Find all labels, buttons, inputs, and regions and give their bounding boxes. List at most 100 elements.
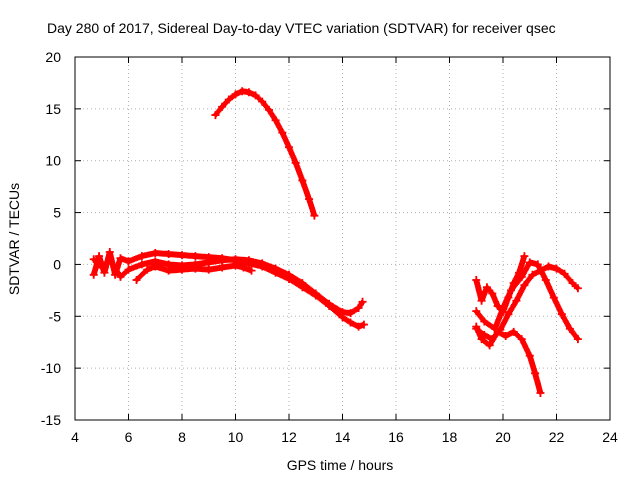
data-point <box>305 195 314 204</box>
data-markers <box>89 87 582 398</box>
data-point <box>310 211 319 220</box>
data-point <box>151 249 160 258</box>
data-point <box>116 254 125 263</box>
data-point <box>533 260 542 269</box>
data-point <box>285 143 293 152</box>
y-tick-label: 10 <box>45 153 61 169</box>
axis-ticks <box>74 56 611 421</box>
data-point <box>472 275 481 284</box>
data-point <box>244 256 253 265</box>
data-point <box>358 297 367 306</box>
series-arc-d <box>132 261 256 284</box>
data-point <box>271 116 280 125</box>
data-point <box>573 284 582 293</box>
data-point <box>517 335 526 344</box>
data-point <box>536 389 545 398</box>
x-tick-label: 10 <box>228 429 244 445</box>
data-point <box>191 252 200 261</box>
x-tick-label: 22 <box>549 429 565 445</box>
data-point <box>218 263 227 272</box>
data-point <box>507 286 516 295</box>
series-arc-a <box>211 87 319 220</box>
data-point <box>258 259 267 268</box>
y-tick-label: 0 <box>53 256 61 272</box>
data-point <box>359 320 368 329</box>
data-point <box>354 303 363 312</box>
data-point <box>477 296 486 305</box>
data-point <box>338 308 347 317</box>
data-point <box>239 263 248 272</box>
data-point <box>285 270 293 279</box>
data-point <box>493 301 502 310</box>
data-point <box>204 265 213 274</box>
x-tick-labels: 4 6 8 10 12 14 16 18 20 22 24 <box>71 429 618 445</box>
x-tick-label: 4 <box>71 429 79 445</box>
chart-title: Day 280 of 2017, Sidereal Day-to-day VTE… <box>47 20 556 36</box>
data-point <box>97 263 106 272</box>
data-point <box>573 335 582 344</box>
data-point <box>499 303 507 312</box>
data-point <box>124 265 133 274</box>
grid <box>75 57 610 420</box>
data-point <box>224 95 233 104</box>
data-point <box>525 351 534 360</box>
x-tick-label: 12 <box>281 429 297 445</box>
y-axis-title: SDTVAR / TECUs <box>6 183 22 295</box>
series-arc-h <box>472 258 582 344</box>
data-point <box>264 105 273 114</box>
data-point <box>151 262 160 271</box>
data-point <box>291 158 300 167</box>
y-tick-label: 5 <box>53 205 61 221</box>
data-point <box>164 250 173 259</box>
data-point <box>137 260 146 269</box>
series-arc-c <box>89 255 367 318</box>
data-point <box>568 279 577 288</box>
data-point <box>116 272 125 281</box>
data-point <box>238 87 247 96</box>
x-tick-label: 8 <box>178 429 186 445</box>
data-point <box>517 272 526 281</box>
data-point <box>244 88 253 97</box>
data-point <box>100 268 109 277</box>
data-point <box>143 265 152 274</box>
data-point <box>278 128 287 137</box>
data-point <box>531 369 540 378</box>
data-point <box>480 317 489 326</box>
data-point <box>477 335 486 344</box>
data-point <box>95 252 104 261</box>
x-tick-label: 20 <box>495 429 511 445</box>
data-point <box>501 331 510 340</box>
data-point <box>525 258 534 267</box>
data-point <box>178 265 186 274</box>
data-point <box>325 299 334 308</box>
x-tick-label: 24 <box>602 429 618 445</box>
data-point <box>512 296 521 305</box>
x-tick-label: 18 <box>442 429 458 445</box>
data-point <box>251 91 260 100</box>
data-point <box>346 309 355 318</box>
data-point <box>124 257 133 266</box>
data-point <box>488 289 497 298</box>
data-point <box>211 111 220 120</box>
x-tick-label: 16 <box>388 429 404 445</box>
data-point <box>509 327 518 336</box>
data-point <box>137 252 146 261</box>
data-point <box>490 324 499 333</box>
data-point <box>472 307 481 316</box>
data-point <box>565 324 574 333</box>
data-point <box>528 270 537 279</box>
data-point <box>541 275 550 284</box>
data-point <box>271 264 280 273</box>
x-tick-label: 6 <box>125 429 133 445</box>
data-point <box>544 262 553 271</box>
data-point <box>485 341 494 350</box>
data-point <box>231 261 240 270</box>
data-point <box>247 266 256 275</box>
data-point <box>552 264 561 273</box>
y-tick-label: -5 <box>49 308 62 324</box>
data-point <box>218 256 227 265</box>
data-point <box>504 310 513 319</box>
data-point <box>258 97 267 106</box>
